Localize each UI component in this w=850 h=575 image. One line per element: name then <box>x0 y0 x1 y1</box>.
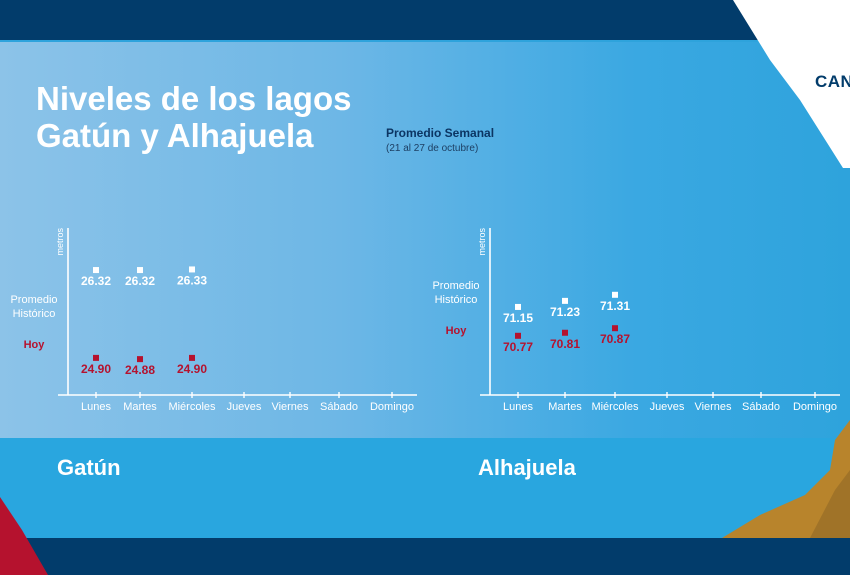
data-label: 71.15 <box>503 311 533 325</box>
data-label: 24.90 <box>177 362 207 376</box>
legend-today: Hoy <box>446 325 468 337</box>
legend-historic: Histórico <box>13 308 56 320</box>
title-line-2: Gatún y Alhajuela <box>36 117 314 154</box>
title-line-1: Niveles de los lagos <box>36 80 352 117</box>
data-label: 26.33 <box>177 273 207 287</box>
x-tick-label: Jueves <box>650 401 685 413</box>
x-tick-label: Sábado <box>742 401 780 413</box>
data-point <box>93 267 99 274</box>
data-point <box>137 356 143 363</box>
legend-historic: Promedio <box>432 280 479 292</box>
gold-corner-shade <box>810 470 850 538</box>
data-label: 26.32 <box>125 274 155 288</box>
data-point <box>189 354 195 361</box>
white-corner-shape <box>733 0 850 168</box>
red-corner-shape <box>0 497 48 575</box>
x-tick-label: Lunes <box>503 401 533 413</box>
y-axis-label: metros <box>477 228 487 256</box>
page-title: Niveles de los lagos Gatún y Alhajuela <box>36 80 351 154</box>
legend-historic: Promedio <box>10 294 57 306</box>
x-tick-label: Domingo <box>370 401 414 413</box>
data-point <box>562 297 568 304</box>
y-axis-label: metros <box>55 228 65 256</box>
legend-historic: Histórico <box>435 294 478 306</box>
data-point <box>515 332 521 339</box>
data-label: 24.88 <box>125 363 155 377</box>
data-point <box>189 266 195 273</box>
top-banner <box>0 0 850 40</box>
bottom-banner <box>0 538 850 575</box>
data-label: 24.90 <box>81 362 111 376</box>
x-tick-label: Martes <box>548 401 582 413</box>
data-point <box>612 291 618 298</box>
x-tick-label: Martes <box>123 401 157 413</box>
data-label: 71.23 <box>550 305 580 319</box>
lake-name-gatun: Gatún <box>57 455 121 480</box>
gold-corner-shape <box>722 420 850 538</box>
legend-today: Hoy <box>24 339 46 351</box>
data-label: 71.31 <box>600 299 630 313</box>
x-tick-label: Sábado <box>320 401 358 413</box>
data-label: 70.77 <box>503 340 533 354</box>
x-tick-label: Miércoles <box>168 401 216 413</box>
data-point <box>515 303 521 310</box>
data-label: 26.32 <box>81 274 111 288</box>
data-label: 70.81 <box>550 337 580 351</box>
data-point <box>562 329 568 336</box>
data-point <box>612 325 618 332</box>
data-label: 70.87 <box>600 332 630 346</box>
x-tick-label: Viernes <box>271 401 309 413</box>
date-range: (21 al 27 de octubre) <box>386 143 479 154</box>
data-point <box>137 267 143 274</box>
x-tick-label: Lunes <box>81 401 111 413</box>
logo-text: CANAL <box>815 72 850 91</box>
x-tick-label: Jueves <box>227 401 262 413</box>
data-point <box>93 354 99 361</box>
x-tick-label: Viernes <box>694 401 732 413</box>
lake-label-band <box>0 438 850 538</box>
main-area <box>0 42 850 438</box>
lake-name-alhajuela: Alhajuela <box>478 455 576 480</box>
subtitle: Promedio Semanal <box>386 126 495 140</box>
x-tick-label: Domingo <box>793 401 837 413</box>
x-tick-label: Miércoles <box>591 401 639 413</box>
